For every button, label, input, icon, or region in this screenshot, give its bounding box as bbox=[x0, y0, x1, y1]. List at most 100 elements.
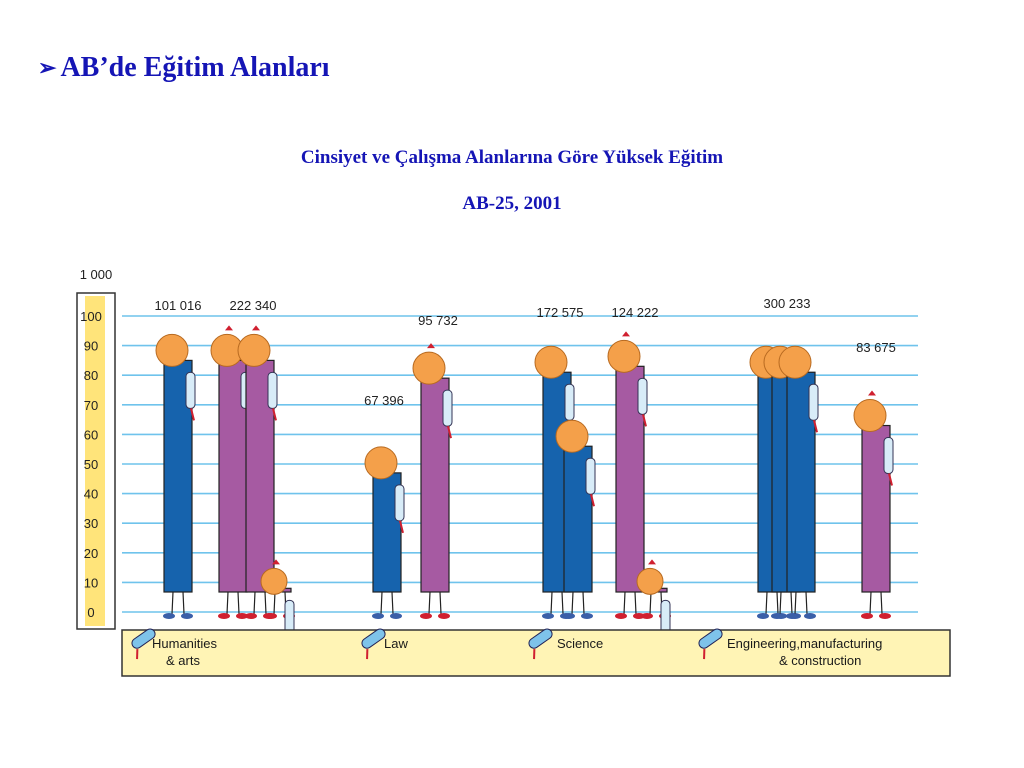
bar-female bbox=[237, 325, 278, 619]
figure-shoe bbox=[563, 613, 575, 619]
data-label-female: 124 222 bbox=[612, 305, 659, 320]
heart-bow-icon bbox=[427, 343, 435, 349]
figure-leg bbox=[439, 591, 442, 615]
figure-head bbox=[853, 399, 887, 433]
chart-subtitle: AB-25, 2001 bbox=[462, 193, 562, 214]
figure-leg bbox=[428, 591, 431, 615]
figure-shoe bbox=[245, 613, 257, 619]
scale-unit-label: 1 000 bbox=[80, 267, 113, 282]
figure-head bbox=[155, 333, 189, 367]
category-label: Engineering,manufacturing bbox=[727, 636, 882, 651]
figure-leg bbox=[880, 591, 883, 615]
figure-leg bbox=[776, 591, 779, 615]
figure-leg bbox=[226, 591, 229, 615]
heart-bow-icon bbox=[225, 325, 233, 331]
figure-shoe bbox=[757, 613, 769, 619]
scale-fill bbox=[85, 296, 105, 626]
diploma-ribbon bbox=[136, 649, 139, 660]
data-label-female: 83 675 bbox=[856, 340, 896, 355]
diploma-ribbon bbox=[366, 649, 369, 660]
page-heading: ➢ AB’de Eğitim Alanları bbox=[38, 52, 330, 84]
category-label: Law bbox=[384, 636, 408, 651]
figure-shoe bbox=[265, 613, 277, 619]
data-label-male: 101 016 bbox=[155, 298, 202, 313]
category-label: Humanities bbox=[152, 636, 218, 651]
heart-bow-icon bbox=[622, 331, 630, 337]
heart-bow-icon bbox=[648, 559, 656, 565]
figure-head bbox=[778, 345, 812, 379]
diploma-scroll-icon bbox=[564, 383, 575, 421]
figure-shoe bbox=[804, 613, 816, 619]
figure-shoe bbox=[218, 613, 230, 619]
figure-shoe bbox=[163, 613, 175, 619]
category-label: Science bbox=[557, 636, 603, 651]
figure-shoe bbox=[542, 613, 554, 619]
chart-title: Cinsiyet ve Çalışma Alanlarına Göre Yüks… bbox=[300, 147, 724, 168]
figure-leg bbox=[779, 591, 782, 615]
figure-shoe bbox=[438, 613, 450, 619]
figure-shoe bbox=[390, 613, 402, 619]
figure-head bbox=[555, 419, 589, 453]
figure-leg bbox=[582, 591, 585, 615]
bar-female bbox=[210, 325, 251, 619]
figure-leg bbox=[171, 591, 174, 615]
bar-male bbox=[555, 419, 596, 619]
bar-female bbox=[412, 343, 453, 619]
figure-leg bbox=[380, 591, 383, 615]
arrow-bullet-icon: ➢ bbox=[38, 55, 57, 80]
heading-text: AB’de Eğitim Alanları bbox=[60, 52, 330, 83]
diploma-ribbon bbox=[399, 520, 404, 534]
figure-leg bbox=[182, 591, 185, 615]
bar-female bbox=[853, 390, 894, 619]
y-tick-label: 40 bbox=[84, 487, 98, 502]
category-label-line2: & arts bbox=[166, 653, 200, 668]
diploma-ribbon bbox=[590, 493, 595, 507]
figure-leg bbox=[805, 591, 808, 615]
y-tick-label: 0 bbox=[87, 605, 94, 620]
diploma-tube bbox=[131, 628, 156, 649]
data-label-female: 95 732 bbox=[418, 313, 458, 328]
y-tick-label: 20 bbox=[84, 546, 98, 561]
figure-leg bbox=[550, 591, 553, 615]
y-tick-label: 30 bbox=[84, 516, 98, 531]
diploma-scroll-icon bbox=[394, 484, 405, 522]
diploma-tube bbox=[528, 628, 553, 649]
y-tick-label: 100 bbox=[80, 309, 102, 324]
figure-shoe bbox=[641, 613, 653, 619]
diploma-tube bbox=[361, 628, 386, 649]
bar-female bbox=[607, 331, 648, 619]
figure-leg bbox=[571, 591, 574, 615]
bar-male bbox=[155, 333, 196, 619]
diploma-icon bbox=[131, 628, 156, 660]
figure-leg bbox=[253, 591, 256, 615]
data-label-male: 172 575 bbox=[537, 305, 584, 320]
figure-shoe bbox=[236, 613, 248, 619]
diploma-icon bbox=[361, 628, 386, 660]
diploma-scroll-icon bbox=[185, 371, 196, 409]
figure-shoe bbox=[861, 613, 873, 619]
diploma-scroll-icon bbox=[442, 389, 453, 427]
diploma-scroll-icon bbox=[585, 457, 596, 495]
figure-head bbox=[636, 567, 664, 595]
figure-shoe bbox=[181, 613, 193, 619]
figure-leg bbox=[391, 591, 394, 615]
diploma-ribbon bbox=[813, 419, 818, 433]
y-tick-label: 10 bbox=[84, 575, 98, 590]
category-label-line2: & construction bbox=[779, 653, 861, 668]
figure-leg bbox=[634, 591, 637, 615]
y-tick-label: 50 bbox=[84, 457, 98, 472]
heart-bow-icon bbox=[252, 325, 260, 331]
diploma-ribbon bbox=[703, 649, 706, 660]
figure-shoe bbox=[771, 613, 783, 619]
diploma-ribbon bbox=[447, 425, 452, 439]
diploma-ribbon bbox=[642, 414, 647, 427]
data-label-male: 67 396 bbox=[364, 393, 404, 408]
bar-male bbox=[778, 345, 819, 619]
y-tick-label: 70 bbox=[84, 398, 98, 413]
figure-leg bbox=[790, 591, 793, 615]
y-tick-label: 80 bbox=[84, 368, 98, 383]
diploma-icon bbox=[698, 628, 723, 660]
diploma-icon bbox=[528, 628, 553, 660]
figure-leg bbox=[273, 591, 276, 615]
bar-female bbox=[636, 559, 671, 649]
